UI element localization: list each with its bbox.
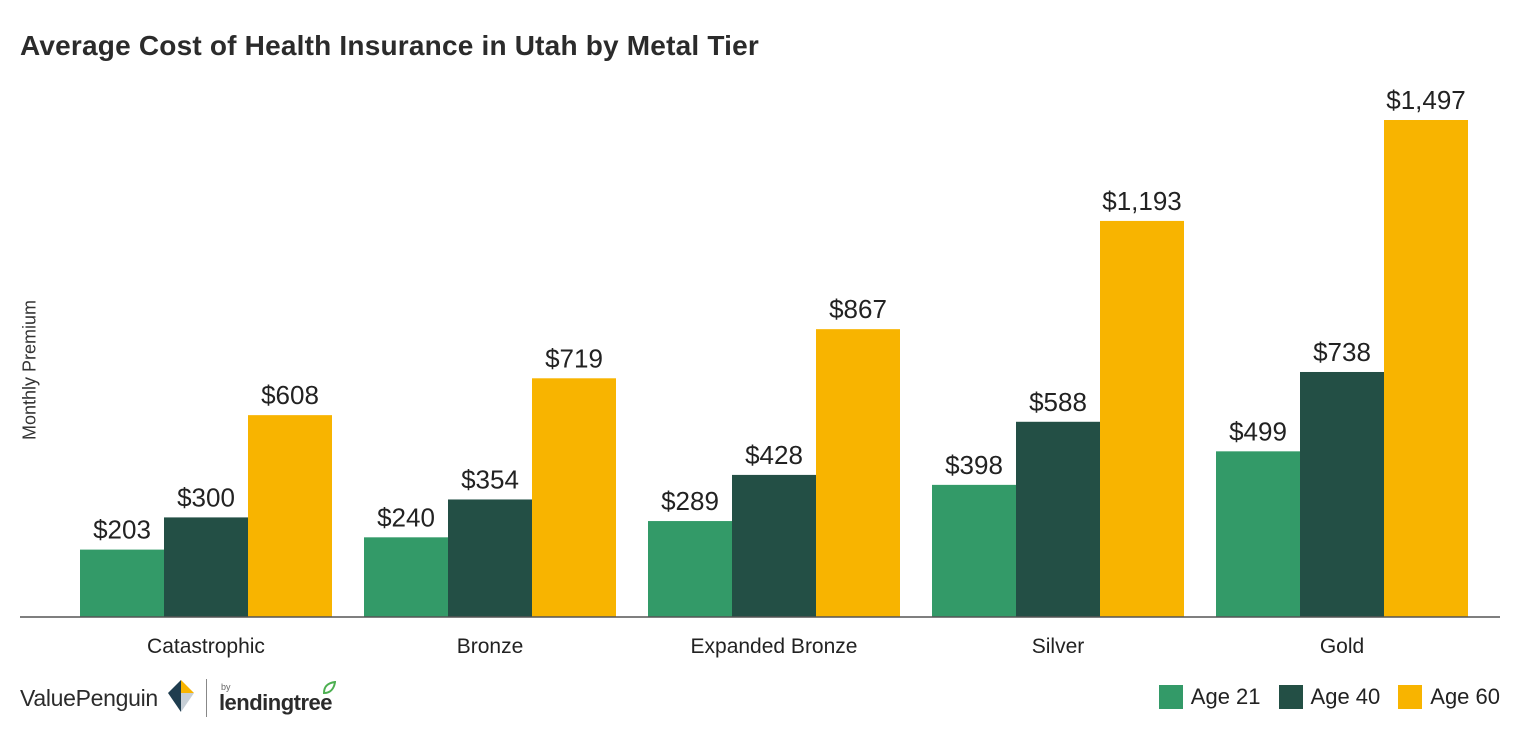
bar-gold-age-60 [1384,120,1468,617]
partner-prefix: by [220,681,231,692]
data-label: $428 [745,440,803,470]
legend: Age 21 Age 40 Age 60 [1141,684,1500,710]
data-label: $1,193 [1102,186,1182,216]
data-label: $240 [377,502,435,532]
bar-catastrophic-age-21 [80,549,164,617]
bar-silver-age-60 [1100,220,1184,617]
bars-group [80,120,1468,617]
legend-swatch [1278,685,1303,709]
data-label: $398 [945,450,1003,480]
legend-swatch [1398,685,1423,709]
category-label: Silver [1032,635,1085,658]
brand-name: ValuePenguin [20,684,158,711]
data-label: $203 [93,515,151,545]
bar-expanded-bronze-age-40 [732,474,816,617]
leaf-icon [322,680,337,699]
bar-gold-age-40 [1300,371,1384,617]
legend-item: Age 40 [1278,684,1381,710]
bar-expanded-bronze-age-21 [648,521,732,617]
partner-name: lendingtree [218,689,333,715]
data-label: $738 [1313,337,1371,367]
bar-silver-age-21 [932,484,1016,617]
category-label: Gold [1320,635,1364,658]
data-label: $1,497 [1386,85,1466,115]
valuepenguin-logo-icon [166,678,196,719]
bar-labels-group: $203 $300 $608 $240 $354 $719 $289 $428 $867 $398… [93,85,1466,545]
bar-expanded-bronze-age-60 [816,329,900,617]
partner-logo: by lendingtree [218,680,337,715]
bar-gold-age-21 [1216,451,1300,617]
brand-divider [205,679,207,717]
legend-item: Age 60 [1398,684,1500,710]
bar-catastrophic-age-60 [248,415,332,617]
category-label: Expanded Bronze [691,635,858,658]
bar-bronze-age-21 [364,537,448,617]
bar-catastrophic-age-40 [164,517,248,617]
data-label: $289 [661,486,719,516]
data-label: $300 [177,482,235,512]
legend-label: Age 40 [1310,684,1381,709]
legend-label: Age 21 [1190,684,1261,709]
legend-item: Age 21 [1158,684,1261,710]
bar-bronze-age-60 [532,378,616,617]
brand-footer: ValuePenguin by lendingtree [20,678,337,719]
data-label: $608 [261,380,319,410]
category-label: Bronze [457,635,524,658]
chart-title: Average Cost of Health Insurance in Utah… [20,30,759,61]
data-label: $354 [461,464,519,494]
legend-swatch [1158,685,1183,709]
bar-silver-age-40 [1016,421,1100,617]
legend-label: Age 60 [1430,684,1500,709]
data-label: $719 [545,343,603,373]
data-label: $588 [1029,387,1087,417]
data-label: $867 [829,294,887,324]
category-label: Catastrophic [147,635,265,658]
category-labels-group: Catastrophic Bronze Expanded Bronze Silver G… [147,635,1364,658]
data-label: $499 [1229,416,1287,446]
bar-bronze-age-40 [448,499,532,617]
